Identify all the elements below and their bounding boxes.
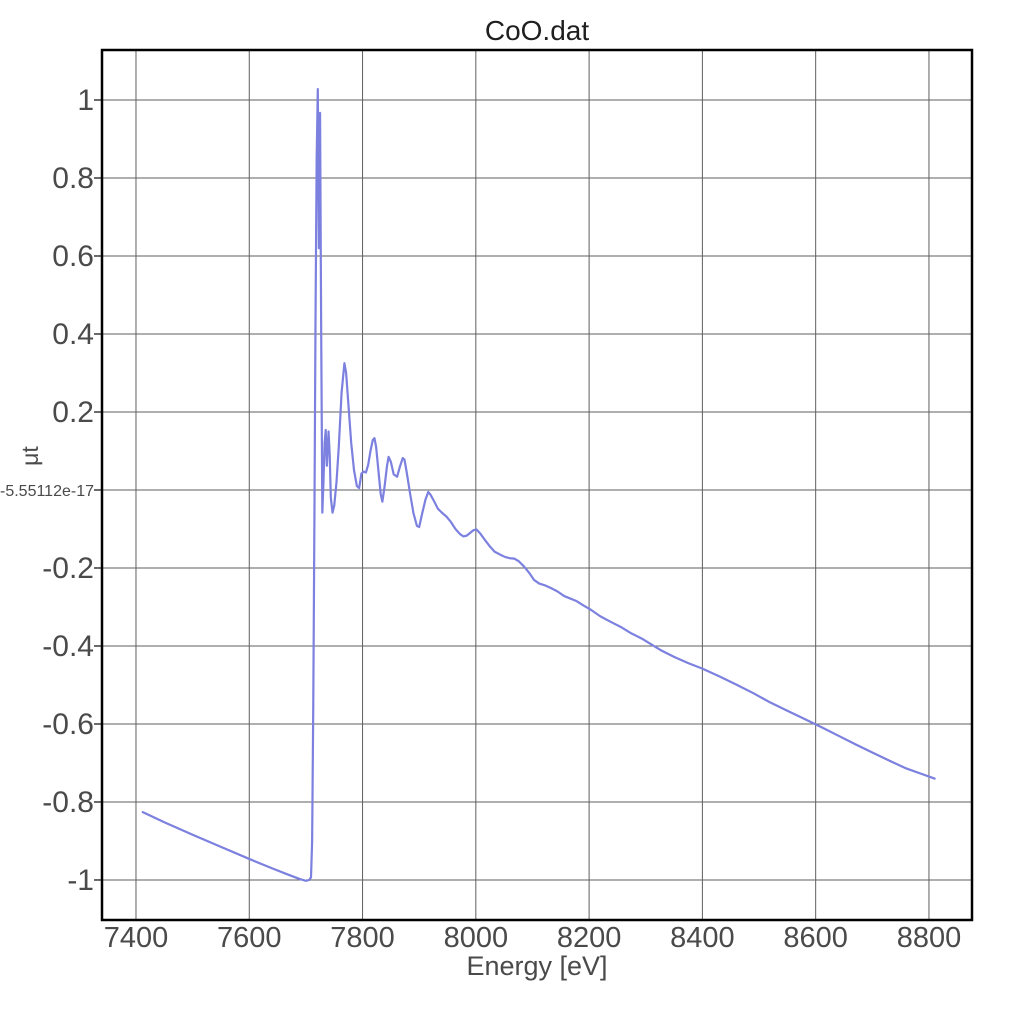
axis-tick-labels: 7400 7600 7800 8000 8200 8400 8600 8800 1 0.8 0.6 0… xyxy=(0,84,961,954)
x-axis-label: Energy [eV] xyxy=(466,951,607,981)
y-tick-label: -0.6 xyxy=(42,708,94,741)
axis-ticks xyxy=(94,99,102,881)
x-tick-label: 8600 xyxy=(783,922,848,954)
y-tick-label: -0.4 xyxy=(42,630,94,663)
y-tick-label: 1 xyxy=(77,84,94,117)
y-tick-label: -0.8 xyxy=(42,786,94,819)
series-layer xyxy=(141,87,936,882)
y-tick-label: 0.2 xyxy=(52,396,94,429)
x-tick-label: 7600 xyxy=(217,922,282,954)
y-tick-label: -5.55112e-17 xyxy=(0,483,94,500)
y-tick-label: -0.2 xyxy=(42,552,94,585)
gridlines xyxy=(102,50,972,920)
chart-title: CoO.dat xyxy=(485,15,589,46)
x-tick-label: 8800 xyxy=(897,922,962,954)
x-tick-label: 8000 xyxy=(444,922,509,954)
y-axis-label: μt xyxy=(17,446,43,466)
x-tick-label: 8400 xyxy=(670,922,735,954)
x-tick-label: 7400 xyxy=(104,922,169,954)
y-tick-label: 0.6 xyxy=(52,240,94,273)
y-tick-label: 0.4 xyxy=(52,318,94,351)
spectrum-line xyxy=(141,87,936,882)
y-tick-label: -1 xyxy=(67,864,94,897)
y-tick-label: 0.8 xyxy=(52,162,94,195)
plot-border xyxy=(100,48,974,922)
x-tick-label: 8200 xyxy=(557,922,622,954)
x-tick-label: 7800 xyxy=(330,922,395,954)
